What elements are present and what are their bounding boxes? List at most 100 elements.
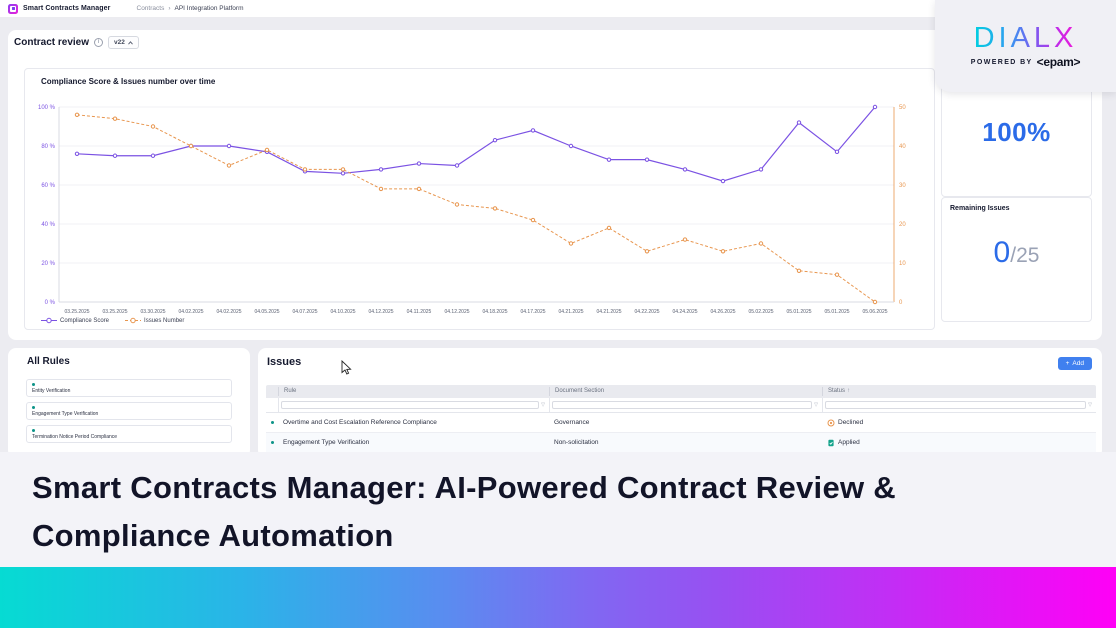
powered-by-label: POWERED BY	[970, 58, 1033, 66]
dialx-brand-overlay: DIALX POWERED BY <epam>	[935, 0, 1116, 92]
epam-logo: <epam>	[1036, 55, 1081, 69]
right-axis-tick: 0	[899, 300, 903, 306]
data-point	[340, 167, 346, 172]
add-issue-button[interactable]: + Add	[1057, 357, 1092, 370]
data-point	[264, 147, 270, 153]
x-axis-label: 03.30.2025	[140, 309, 165, 315]
right-axis-tick: 50	[899, 105, 906, 111]
data-point	[796, 268, 802, 274]
remaining-issues-count: 0	[993, 236, 1011, 269]
x-axis-label: 04.22.2025	[634, 309, 659, 315]
x-axis-label: 04.24.2025	[672, 309, 697, 315]
filter-input-rule[interactable]	[281, 401, 540, 409]
filter-icon[interactable]: ▽	[814, 401, 818, 408]
rule-status-dot-icon	[32, 428, 35, 432]
data-point	[188, 143, 194, 149]
rule-card[interactable]: Entity Verification	[26, 379, 232, 397]
data-point	[834, 272, 840, 277]
page-title: Contract review	[14, 37, 90, 48]
add-button-label: Add	[1072, 360, 1084, 367]
issue-dot-cell	[266, 421, 278, 424]
breadcrumb-current[interactable]: API Integration Platform	[174, 5, 244, 12]
filter-icon[interactable]: ▽	[541, 401, 545, 408]
filter-input-status[interactable]	[825, 401, 1087, 409]
data-point	[682, 167, 688, 172]
filter-icon[interactable]: ▽	[1088, 401, 1092, 408]
right-axis-tick: 20	[899, 222, 906, 228]
status-badge: Applied	[838, 439, 860, 446]
compliance-score-value: 100%	[982, 117, 1051, 147]
data-point	[644, 249, 650, 254]
x-axis-label: 04.26.2025	[710, 309, 735, 315]
remaining-issues-total: /25	[1010, 244, 1040, 267]
compliance-chart-card: Compliance Score & Issues number over ti…	[24, 68, 935, 330]
x-axis-label: 03.25.2025	[64, 309, 89, 315]
banner-title-line1: Smart Contracts Manager: AI-Powered Cont…	[32, 470, 896, 505]
x-axis-label: 04.18.2025	[482, 309, 507, 315]
header-cell-rule[interactable]: Rule	[278, 387, 549, 396]
issue-status-dot-icon	[270, 441, 274, 444]
version-label: v22	[114, 39, 125, 46]
top-bar: Smart Contracts Manager Contracts › API …	[0, 0, 1116, 18]
breadcrumb: Contracts › API Integration Platform	[137, 5, 244, 12]
data-point	[416, 161, 422, 166]
chevron-up-icon	[128, 40, 133, 44]
rule-label: Engagement Type Verification	[32, 410, 99, 417]
breadcrumb-parent[interactable]: Contracts	[136, 5, 165, 12]
app-logo-icon	[8, 3, 18, 14]
issue-row[interactable]: Overtime and Cost Escalation Reference C…	[266, 413, 1096, 433]
series-line-issues-number	[76, 114, 876, 303]
filter-input-section[interactable]	[552, 401, 813, 409]
issues-table: Rule Document Section Status ↑ ▽ ▽	[266, 385, 1096, 453]
data-point	[112, 153, 118, 158]
data-point	[872, 104, 878, 110]
remaining-issues-title: Remaining Issues	[950, 205, 1010, 212]
issues-title: Issues	[267, 356, 302, 368]
issue-rule-cell: Engagement Type Verification	[283, 439, 370, 446]
right-axis-tick: 10	[899, 261, 906, 267]
legend-item-compliance-score[interactable]: Compliance Score	[41, 317, 109, 324]
data-point	[720, 178, 726, 184]
x-axis-label: 05.01.2025	[786, 309, 811, 315]
rule-card[interactable]: Termination Notice Period Compliance	[26, 425, 232, 443]
data-point	[530, 217, 536, 223]
contract-review-header: Contract review i v22	[14, 36, 139, 49]
right-axis-tick: 30	[899, 183, 906, 189]
brand-gradient-bar	[0, 567, 1116, 628]
x-axis-label: 04.05.2025	[254, 309, 279, 315]
issues-table-body: Overtime and Cost Escalation Reference C…	[266, 413, 1096, 453]
legend-item-issues-number[interactable]: Issues Number	[125, 317, 184, 324]
all-rules-panel: All Rules Entity Verification Engagement …	[8, 348, 250, 458]
data-point	[568, 241, 574, 246]
applied-icon	[828, 439, 834, 446]
info-icon[interactable]: i	[94, 38, 104, 47]
filter-cell-dot	[266, 398, 278, 412]
left-axis-tick: 20 %	[41, 261, 55, 267]
header-cell-status[interactable]: Status ↑	[822, 387, 1096, 396]
data-point	[834, 149, 840, 155]
data-point	[644, 157, 650, 162]
issue-row[interactable]: Engagement Type Verification Non-solicita…	[266, 433, 1096, 453]
data-point	[340, 171, 346, 176]
left-axis-tick: 0 %	[45, 300, 56, 306]
data-point	[226, 163, 232, 168]
mouse-cursor-icon	[341, 360, 352, 375]
data-point	[454, 163, 460, 168]
sort-asc-icon: ↑	[847, 388, 851, 394]
x-axis-label: 04.21.2025	[596, 309, 621, 315]
x-axis-label: 04.21.2025	[558, 309, 583, 315]
data-point	[492, 137, 498, 143]
data-point	[758, 241, 764, 246]
rule-card[interactable]: Engagement Type Verification	[26, 402, 232, 420]
issues-panel: Issues + Add Rule Document Section Statu…	[258, 348, 1102, 458]
x-axis-label: 03.25.2025	[102, 309, 127, 315]
data-point	[150, 153, 156, 158]
data-point	[492, 206, 498, 211]
x-axis-label: 04.02.2025	[216, 309, 241, 315]
version-dropdown[interactable]: v22	[108, 36, 139, 49]
contract-review-panel: Contract review i v22 Compliance Score &…	[8, 30, 1102, 340]
header-cell-section[interactable]: Document Section	[549, 387, 822, 396]
issue-section-cell: Governance	[554, 419, 590, 426]
